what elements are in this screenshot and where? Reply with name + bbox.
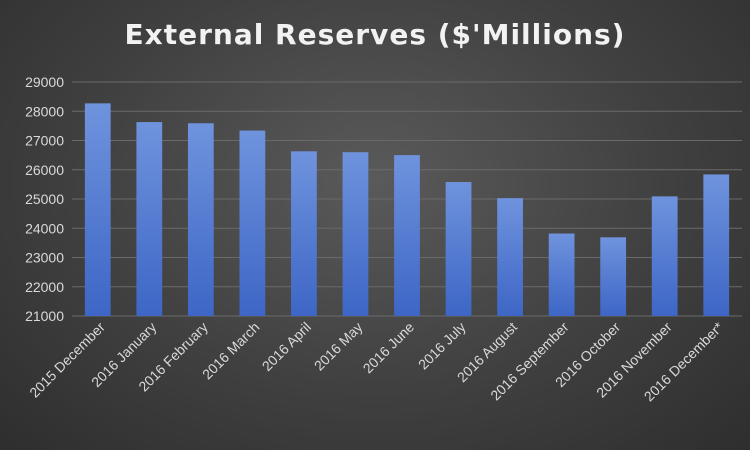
y-tick-label: 28000	[25, 103, 64, 119]
bar	[136, 122, 163, 316]
y-tick-label: 23000	[25, 250, 64, 266]
bar	[291, 151, 317, 316]
x-tick-label: 2016 July	[415, 319, 469, 373]
bar	[600, 237, 627, 316]
y-tick-label: 25000	[25, 191, 64, 207]
bar	[651, 196, 678, 316]
bars	[84, 103, 730, 317]
bar	[497, 198, 523, 316]
y-tick-label: 27000	[25, 133, 64, 149]
y-tick-label: 22000	[25, 279, 64, 295]
bar	[342, 152, 369, 316]
y-tick-label: 24000	[25, 220, 64, 236]
bar	[703, 174, 730, 316]
bar	[394, 155, 420, 316]
x-tick-label: 2016 May	[311, 319, 366, 374]
y-tick-label: 29000	[25, 74, 64, 90]
bar	[84, 103, 111, 316]
x-tick-label: 2016 April	[259, 319, 314, 374]
x-tick-label: 2015 December	[26, 319, 108, 401]
bar	[187, 123, 214, 317]
y-axis: 21000 22000 23000 24000 25000 26000 27000 28000…	[25, 74, 64, 324]
bar	[548, 233, 575, 316]
chart-title: External Reserves ($'Millions)	[124, 18, 626, 51]
bar	[239, 130, 266, 316]
y-tick-label: 26000	[25, 162, 64, 178]
bar	[445, 182, 472, 316]
x-tick-label: 2016 June	[360, 319, 418, 377]
y-tick-label: 21000	[25, 308, 64, 324]
